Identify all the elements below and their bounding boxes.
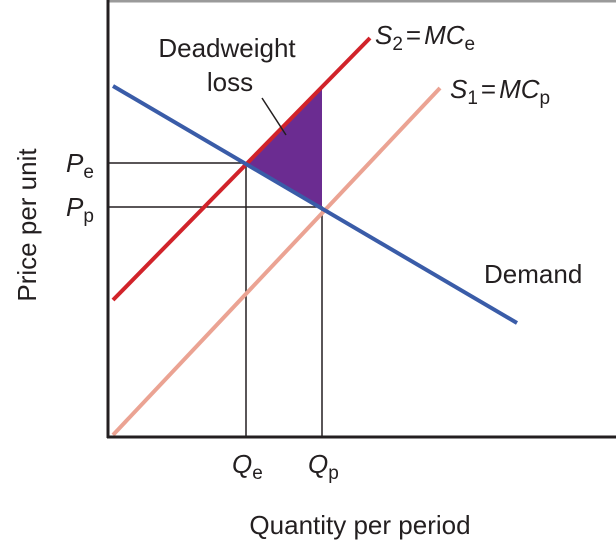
price-label: Pe — [66, 148, 94, 183]
supply-1-label: S1 = MCp — [450, 74, 550, 109]
deadweight-triangle — [246, 88, 322, 207]
annotation-line1: Deadweight — [158, 33, 296, 63]
quantity-label: Qp — [308, 449, 339, 484]
annotation-line2: loss — [207, 67, 253, 97]
price-label: Pp — [66, 192, 94, 227]
y-axis-label: Price per unit — [12, 148, 42, 302]
supply-1-line — [111, 86, 442, 437]
annotation-leader — [261, 97, 287, 136]
x-axis-label: Quantity per period — [249, 510, 470, 540]
demand-line — [111, 84, 519, 325]
plot-area — [108, 0, 616, 437]
quantity-label: Qe — [232, 449, 263, 484]
demand-label: Demand — [484, 259, 582, 289]
supply-2-line — [111, 36, 372, 302]
supply-2-label: S2 = MCe — [375, 20, 475, 55]
